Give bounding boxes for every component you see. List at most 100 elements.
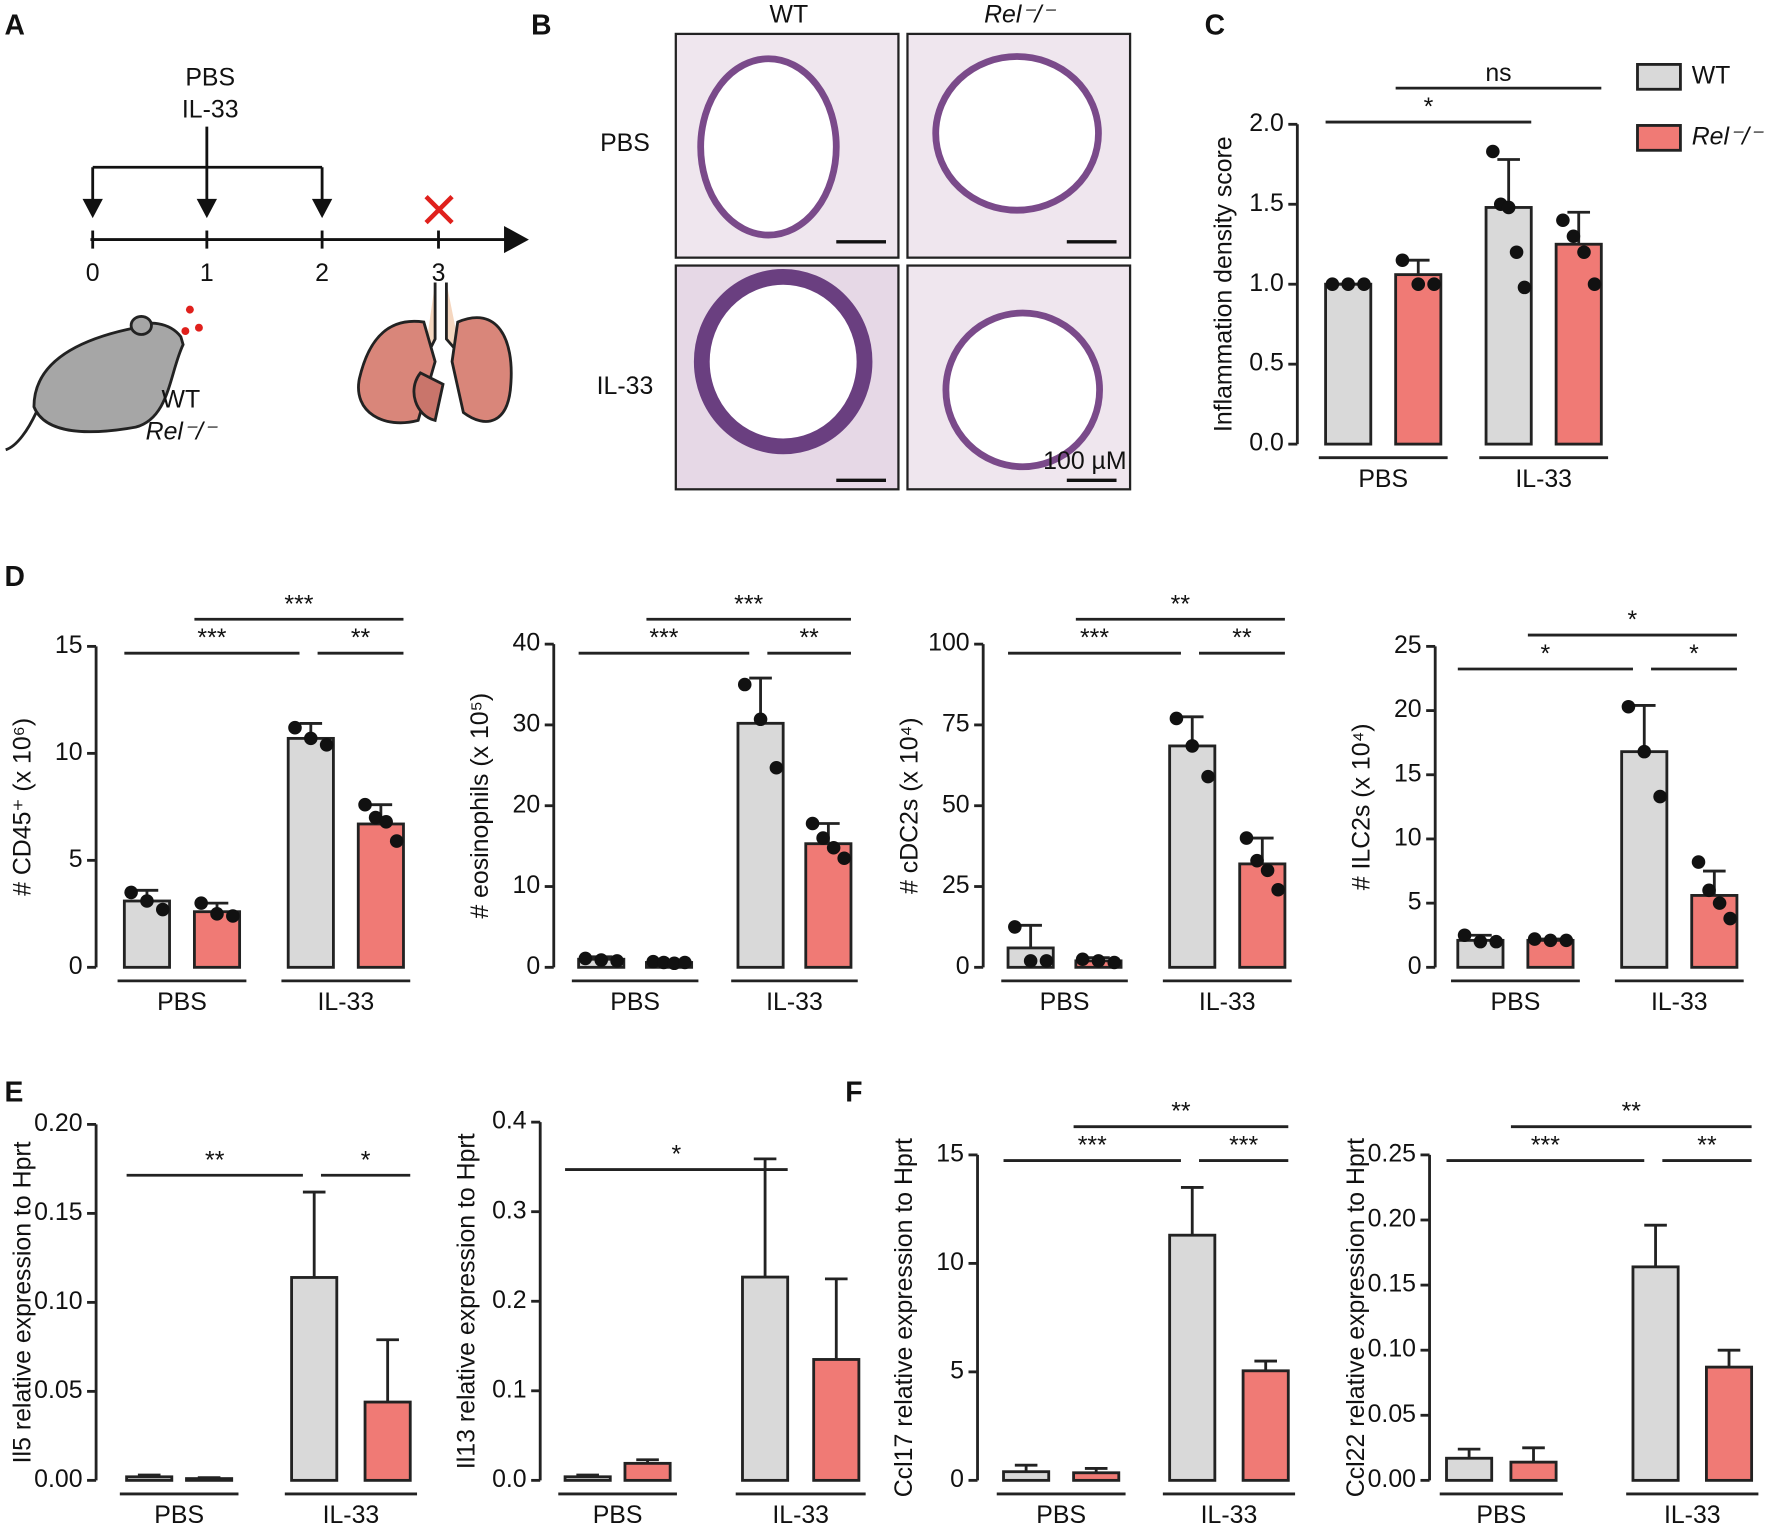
bar <box>1509 1460 1558 1482</box>
significance-label: *** <box>1078 1132 1107 1160</box>
y-tick-label: 1.0 <box>1249 269 1284 297</box>
row-label: IL-33 <box>597 372 654 400</box>
data-point <box>358 797 372 812</box>
data-point <box>646 954 660 969</box>
y-tick-label: 0.20 <box>1368 1205 1416 1233</box>
bar <box>1168 1233 1217 1482</box>
group-label: PBS <box>154 1501 204 1525</box>
data-point <box>1075 952 1090 967</box>
y-tick-label: 0.3 <box>492 1196 527 1224</box>
data-point <box>319 738 334 752</box>
treatment-label: PBS <box>185 64 235 92</box>
airways <box>693 53 1103 471</box>
data-point <box>1712 896 1727 910</box>
y-tick-label: 75 <box>942 709 970 737</box>
data-point <box>1395 253 1410 268</box>
group-label: IL-33 <box>766 988 823 1016</box>
y-axis-label: Ccl22 relative expression to Hprt <box>1342 1138 1370 1497</box>
data-point <box>610 954 624 968</box>
data-point <box>1260 863 1275 878</box>
data-point <box>1566 229 1581 244</box>
significance-label: * <box>1689 640 1699 668</box>
column-label: WT <box>769 0 808 28</box>
data-point <box>578 951 593 966</box>
group-label: PBS <box>610 988 660 1016</box>
data-point <box>1559 933 1574 948</box>
significance-label: ns <box>1485 59 1511 87</box>
y-tick-label: 0.10 <box>1368 1335 1416 1363</box>
data-point <box>1587 277 1602 291</box>
group-label: IL-33 <box>1199 988 1256 1016</box>
data-point <box>769 760 784 775</box>
data-point <box>678 955 692 970</box>
y-tick-label: 1.5 <box>1249 189 1284 217</box>
group-label: PBS <box>1036 1501 1086 1525</box>
y-tick-label: 0.05 <box>34 1376 82 1404</box>
mouse-label: WT <box>162 386 201 414</box>
group-label: IL-33 <box>1664 1501 1721 1525</box>
data-point <box>1107 955 1122 970</box>
significance-label: * <box>672 1141 682 1169</box>
y-tick-label: 20 <box>1394 695 1422 723</box>
bar <box>1445 1456 1494 1482</box>
data-point <box>1543 933 1558 948</box>
bar <box>623 1461 672 1482</box>
significance-label: * <box>1628 606 1638 634</box>
significance-label: ** <box>351 624 371 652</box>
data-point <box>1411 277 1426 291</box>
group-label: IL-33 <box>1515 465 1572 493</box>
data-point <box>1008 920 1022 934</box>
scale-label: 100 µM <box>1043 447 1126 475</box>
data-point <box>1473 934 1488 949</box>
bar <box>1238 862 1287 969</box>
y-tick-label: 0.15 <box>34 1198 82 1226</box>
bar <box>125 1475 174 1482</box>
y-tick-label: 10 <box>55 738 83 766</box>
y-tick-label: 0.25 <box>1368 1139 1416 1167</box>
y-axis-label: Inflammation density score <box>1210 136 1238 432</box>
significance-label: *** <box>1080 624 1109 652</box>
data-point <box>1250 853 1264 868</box>
data-point <box>737 677 752 692</box>
bar <box>1241 1369 1290 1482</box>
y-tick-label: 0.1 <box>492 1375 527 1403</box>
y-tick-label: 25 <box>1394 631 1422 659</box>
bar <box>1690 894 1739 969</box>
column-label: Rel⁻/⁻ <box>984 0 1056 28</box>
data-point <box>210 907 224 921</box>
bar <box>1631 1265 1680 1482</box>
y-tick-label: 20 <box>513 790 541 818</box>
y-tick-label: 25 <box>942 871 970 899</box>
data-point <box>140 894 154 908</box>
y-tick-label: 0.5 <box>1249 349 1284 377</box>
data-point <box>1527 932 1542 946</box>
y-tick-label: 10 <box>936 1248 964 1276</box>
lung-icon <box>357 282 513 425</box>
group-label: PBS <box>1040 988 1090 1016</box>
data-point <box>155 902 170 917</box>
y-tick-label: 5 <box>1408 888 1422 916</box>
group-label: PBS <box>1491 988 1541 1016</box>
data-point <box>1271 882 1285 897</box>
y-tick-label: 0.2 <box>492 1286 527 1314</box>
group-label: IL-33 <box>318 988 375 1016</box>
bar <box>741 1275 790 1482</box>
y-tick-label: 5 <box>69 845 83 873</box>
bar <box>563 1475 612 1482</box>
y-tick-label: 15 <box>55 631 83 659</box>
significance-label: ** <box>799 624 819 652</box>
panel-label: C <box>1205 9 1225 41</box>
bar <box>286 736 335 969</box>
y-tick-label: 0 <box>950 1465 964 1493</box>
timeline <box>90 126 509 249</box>
y-axis-label: # CD45⁺ (x 10⁶) <box>8 718 36 896</box>
data-point <box>594 953 609 967</box>
legend-label: WT <box>1692 61 1731 89</box>
y-tick-label: 0.05 <box>1368 1400 1416 1428</box>
data-point <box>1637 744 1652 759</box>
panel-label: B <box>531 9 551 41</box>
bar <box>363 1400 412 1482</box>
treatment-label: IL-33 <box>182 95 239 123</box>
significance-label: ** <box>1622 1098 1642 1126</box>
